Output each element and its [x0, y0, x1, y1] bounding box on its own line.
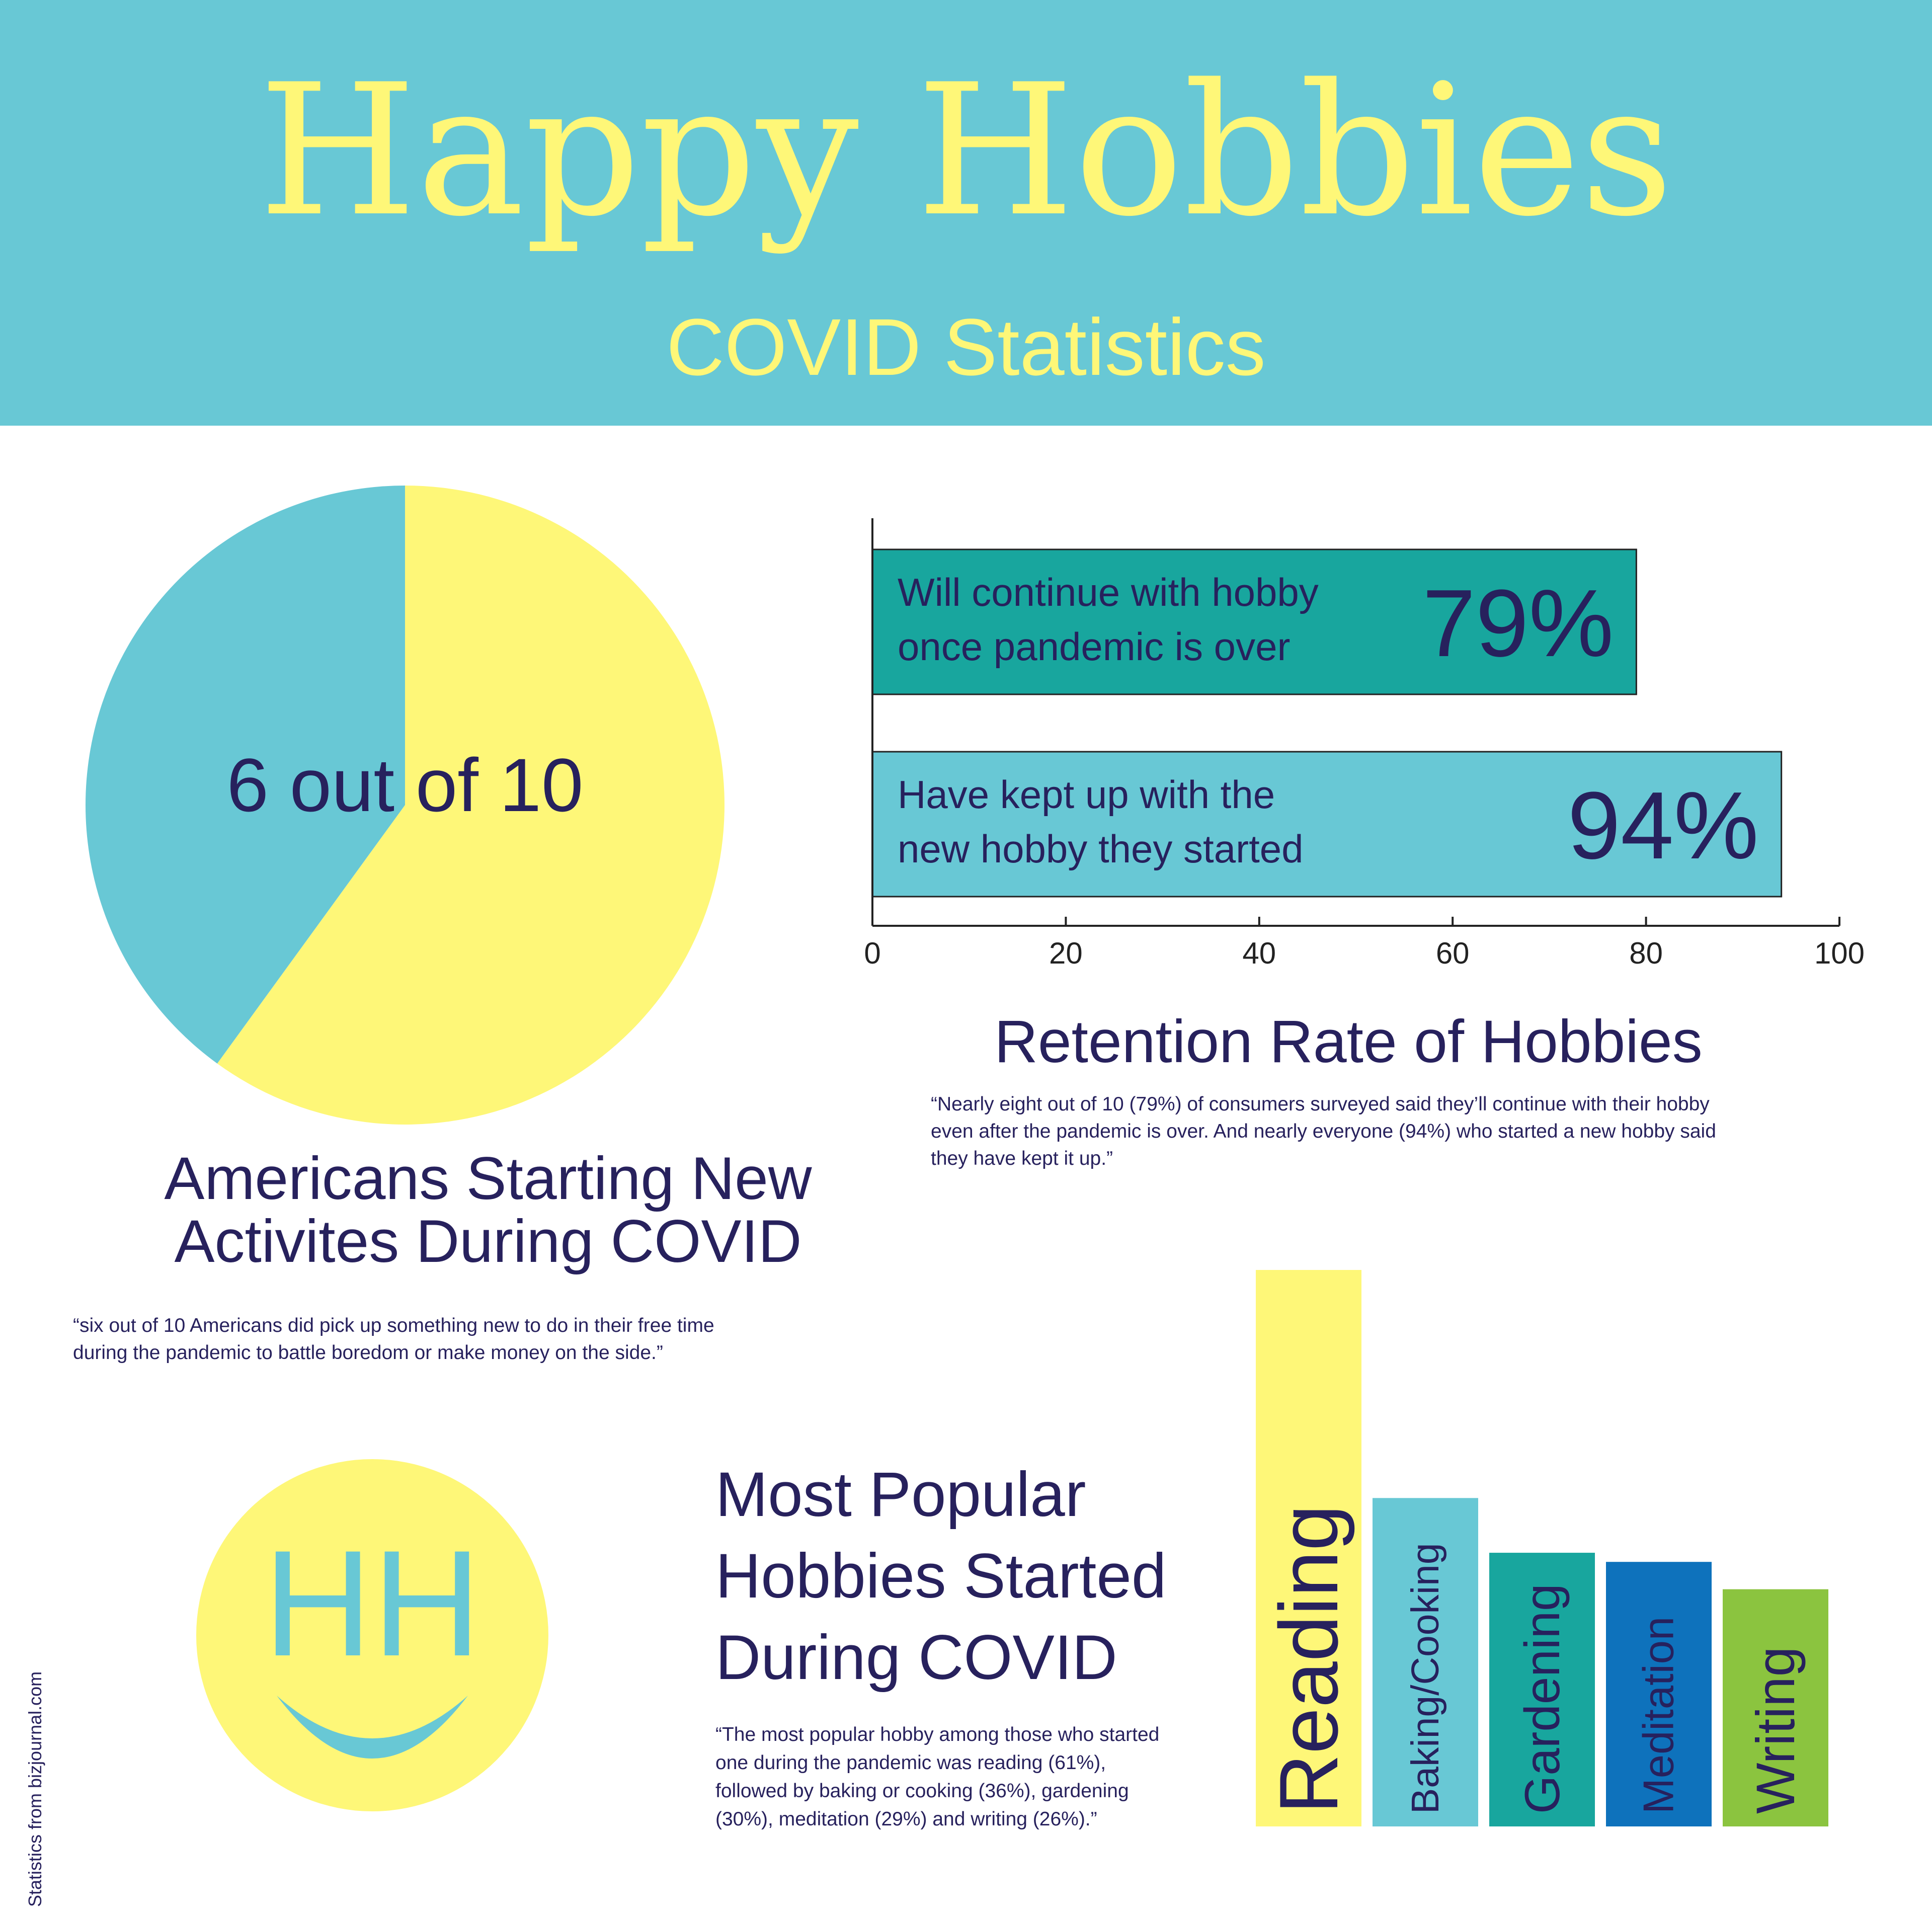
hobby-bar-label: Baking/Cooking	[1404, 1543, 1447, 1814]
hobby-bar-label: Meditation	[1635, 1617, 1683, 1814]
popular-quote: “The most popular hobby among those who …	[715, 1721, 1269, 1833]
retention-bar-label-1-line1: Have kept up with the	[898, 772, 1275, 817]
retention-quote-line2: even after the pandemic is over. And nea…	[931, 1121, 1716, 1142]
hobby-bar-baking-cooking	[1373, 1498, 1478, 1826]
retention-bar-0	[871, 548, 1637, 695]
retention-bar-value-1: 94%	[1567, 772, 1758, 879]
popular-quote-line4: (30%), meditation (29%) and writing (26%…	[715, 1808, 1097, 1830]
pie-center-label: 6 out of 10	[227, 743, 584, 827]
page-title: Happy Hobbies	[259, 45, 1673, 256]
logo-letters: HH	[263, 1519, 481, 1688]
pie-heading-line1: Americans Starting New	[164, 1145, 812, 1212]
pie-quote-line2: during the pandemic to battle boredom or…	[73, 1342, 663, 1364]
retention-bar-label-0-line1: Will continue with hobby	[898, 570, 1319, 614]
popular-quote-line3: followed by baking or cooking (36%), gar…	[715, 1780, 1129, 1802]
retention-quote-line1: “Nearly eight out of 10 (79%) of consume…	[931, 1093, 1710, 1115]
popular-quote-line1: “The most popular hobby among those who …	[715, 1724, 1160, 1745]
retention-heading: Retention Rate of Hobbies	[994, 1008, 1703, 1075]
happy-hobbies-logo: HH	[196, 1459, 548, 1811]
hobby-bar-label: Gardening	[1514, 1583, 1570, 1814]
page-subtitle: COVID Statistics	[666, 302, 1266, 392]
hobby-bar-label: Reading	[1262, 1504, 1355, 1814]
hobby-bar-gardening	[1489, 1553, 1595, 1826]
retention-bar-label-1-line2: new hobby they started	[898, 827, 1304, 871]
pie-heading-line2: Activites During COVID	[174, 1208, 802, 1275]
pie-slice-1	[86, 486, 406, 1064]
retention-bar-label-0-line2: once pandemic is over	[898, 624, 1290, 669]
logo-circle	[196, 1459, 548, 1811]
hobby-bar-meditation	[1606, 1562, 1712, 1826]
retention-quote-line3: they have kept it up.”	[931, 1148, 1113, 1169]
popular-quote-line2: one during the pandemic was reading (61%…	[715, 1752, 1106, 1774]
pie-slice-0	[217, 486, 725, 1125]
retention-bar-value-0: 79%	[1422, 570, 1614, 677]
popular-heading-line3: During COVID	[715, 1623, 1117, 1693]
popular-heading-line2: Hobbies Started	[715, 1541, 1167, 1611]
retention-tick-label: 80	[1629, 936, 1663, 970]
smile-icon	[277, 1696, 468, 1759]
retention-tick-label: 100	[1814, 936, 1865, 970]
retention-bar-1	[871, 751, 1783, 898]
pie-heading: Americans Starting New Activites During …	[70, 1147, 906, 1273]
source-credit: Statistics from bizjournal.com	[25, 1671, 45, 1907]
retention-tick-label: 0	[864, 936, 880, 970]
popular-heading: Most Popular Hobbies Started During COVI…	[715, 1454, 1219, 1699]
retention-tick-label: 60	[1436, 936, 1470, 970]
retention-tick-label: 40	[1242, 936, 1276, 970]
pie-quote: “six out of 10 Americans did pick up som…	[73, 1312, 878, 1367]
hobby-bar-writing	[1723, 1589, 1828, 1826]
pie-quote-line1: “six out of 10 Americans did pick up som…	[73, 1315, 714, 1336]
retention-tick-label: 20	[1049, 936, 1083, 970]
retention-quote: “Nearly eight out of 10 (79%) of consume…	[931, 1091, 1912, 1172]
hobby-bar-label: Writing	[1745, 1646, 1806, 1814]
hobby-bar-reading	[1256, 1270, 1361, 1826]
popular-heading-line1: Most Popular	[715, 1460, 1086, 1530]
header-banner	[0, 0, 1932, 426]
